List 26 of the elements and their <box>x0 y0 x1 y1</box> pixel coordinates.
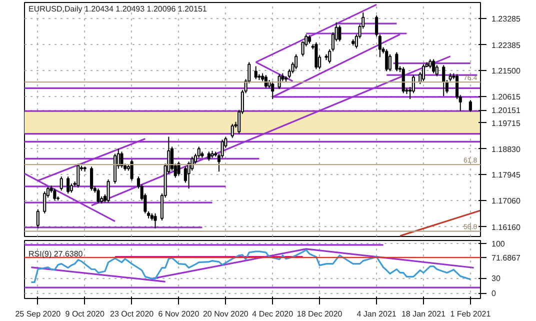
y-tick-label: 30 <box>492 274 501 284</box>
chart-title: EURUSD,Daily 1.20434 1.20493 1.20096 1.20151 <box>28 4 208 14</box>
y-tick-label: 1.20615 <box>492 92 521 102</box>
x-tick-label: 23 Oct 2020 <box>110 310 154 318</box>
y-tick-label: 1.17945 <box>492 170 521 180</box>
y-tick-label: 1.17060 <box>492 196 521 206</box>
x-tick-label: 4 Jan 2021 <box>356 310 397 318</box>
y-tick-label: 1.16160 <box>492 222 521 232</box>
x-tick-label: 6 Nov 2020 <box>158 310 200 318</box>
x-tick-label: 18 Jan 2021 <box>401 310 446 318</box>
y-tick-label: 1.23285 <box>492 14 521 24</box>
y-tick-label: 0 <box>492 289 496 298</box>
y-tick-label: 100 <box>492 239 506 248</box>
y-tick-label: 1.21500 <box>492 66 521 76</box>
x-tick-label: 1 Feb 2021 <box>450 310 492 318</box>
text: RSI(9) 27.6380 <box>28 250 84 258</box>
x-tick-label: 25 Sep 2020 <box>15 310 62 318</box>
x-tick-label: 18 Dec 2020 <box>296 310 343 318</box>
y-tick-label: 1.20151 <box>492 106 521 116</box>
y-tick-label: 1.19715 <box>492 118 521 128</box>
x-tick-label: 9 Oct 2020 <box>65 310 105 318</box>
x-tick-label: 4 Dec 2020 <box>252 310 294 318</box>
ref-line-label: 71.6867 <box>492 254 521 263</box>
y-tick-label: 1.18830 <box>492 144 521 154</box>
y-tick-label: 1.22385 <box>492 40 521 50</box>
x-tick-label: 20 Nov 2020 <box>202 310 249 318</box>
